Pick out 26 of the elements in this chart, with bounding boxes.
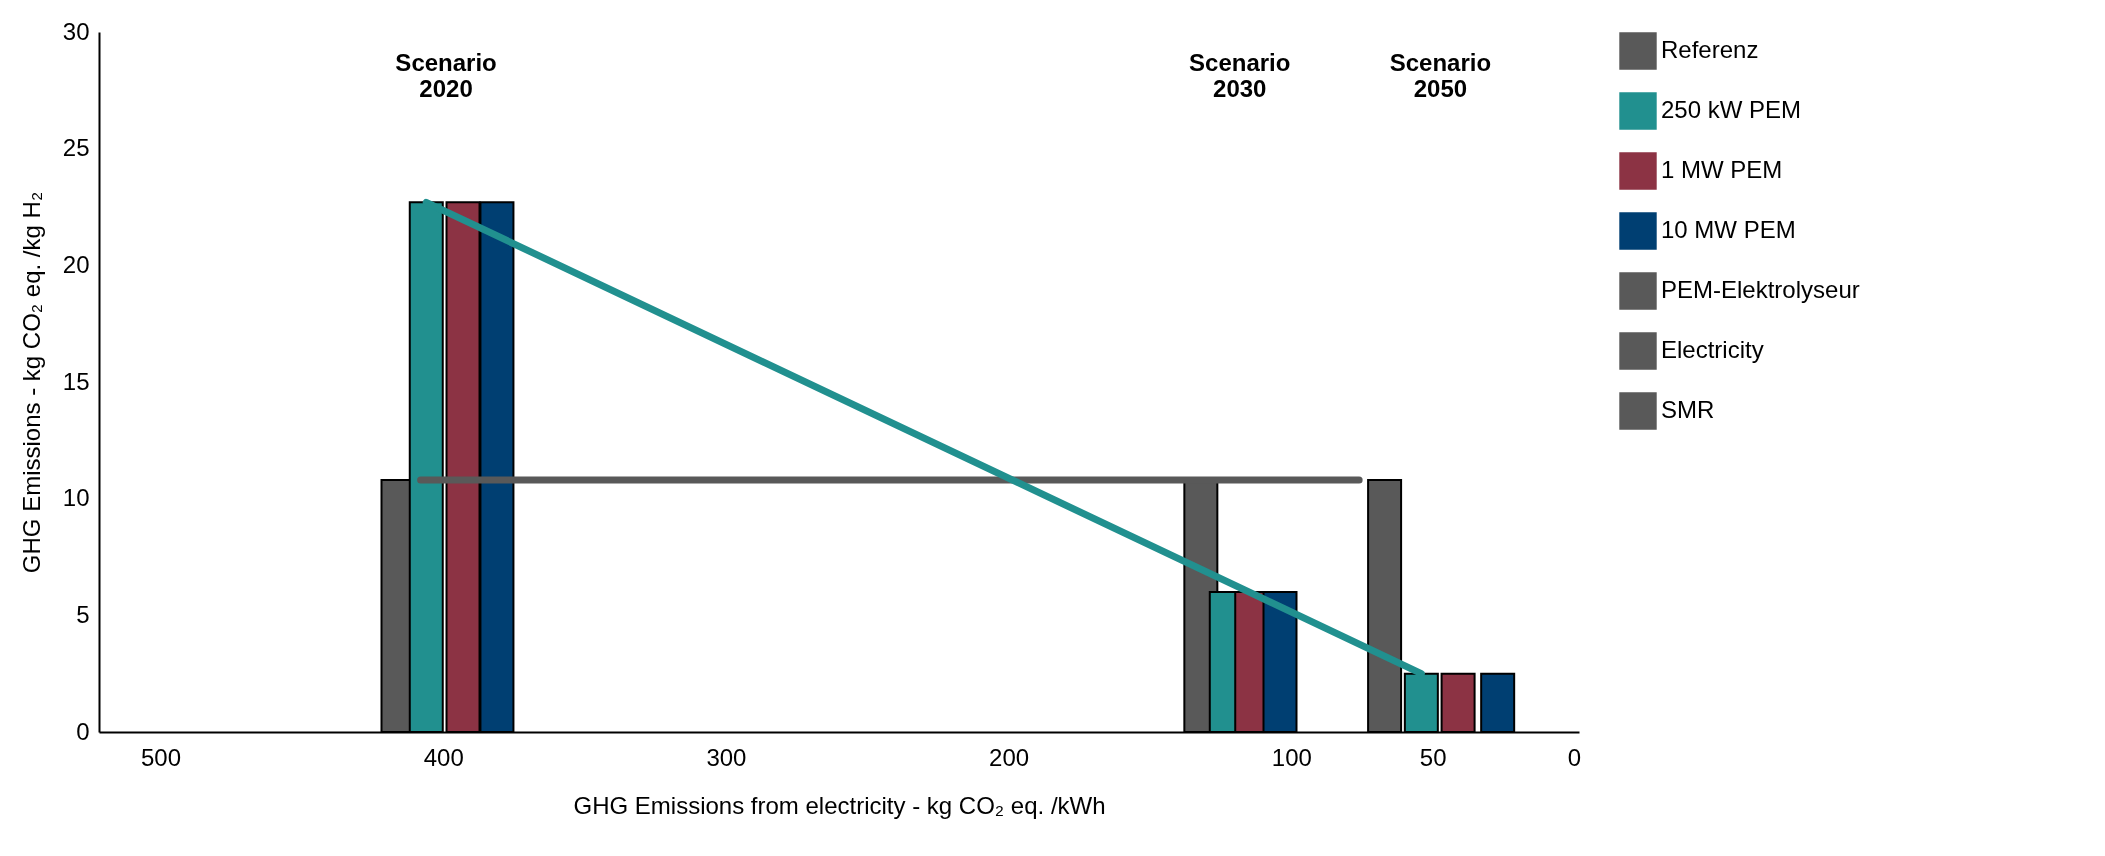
legend-label: Referenz bbox=[1661, 36, 1759, 63]
x-tick-label: 400 bbox=[423, 743, 464, 771]
x-tick-label: 100 bbox=[1271, 743, 1312, 771]
legend-label: Electricity bbox=[1661, 336, 1764, 363]
x-tick-label: 0 bbox=[1567, 743, 1582, 771]
annotation: Scenario 2030 bbox=[1189, 49, 1291, 102]
legend-label: 250 kW PEM bbox=[1661, 96, 1802, 123]
y-tick-label: 10 bbox=[62, 484, 90, 512]
x-tick-label: 50 bbox=[1419, 743, 1447, 771]
x-tick-label: 500 bbox=[141, 743, 182, 771]
legend-label: PEM-Elektrolyseur bbox=[1661, 276, 1860, 303]
y-tick-label: 0 bbox=[76, 717, 90, 745]
legend-label: 10 MW PEM bbox=[1661, 216, 1796, 243]
x-axis-title: GHG Emissions from electricity - kg CO₂ eq. /kWh bbox=[573, 791, 1106, 819]
y-tick-label: 25 bbox=[62, 134, 90, 162]
x-tick-label: 200 bbox=[989, 743, 1030, 771]
x-tick-label: 300 bbox=[706, 743, 747, 771]
y-tick-label: 15 bbox=[62, 367, 90, 395]
annotation: Scenario 2050 bbox=[1389, 49, 1492, 102]
y-tick-label: 30 bbox=[62, 17, 90, 45]
y-tick-label: 20 bbox=[62, 250, 90, 278]
legend-label: 1 MW PEM bbox=[1661, 156, 1783, 183]
annotation: Scenario 2020 bbox=[395, 49, 497, 102]
legend-label: SMR bbox=[1661, 396, 1715, 423]
y-tick-label: 5 bbox=[76, 600, 90, 628]
y-axis-title: GHG Emissions - kg CO₂ eq. /kg H₂ bbox=[17, 191, 45, 574]
